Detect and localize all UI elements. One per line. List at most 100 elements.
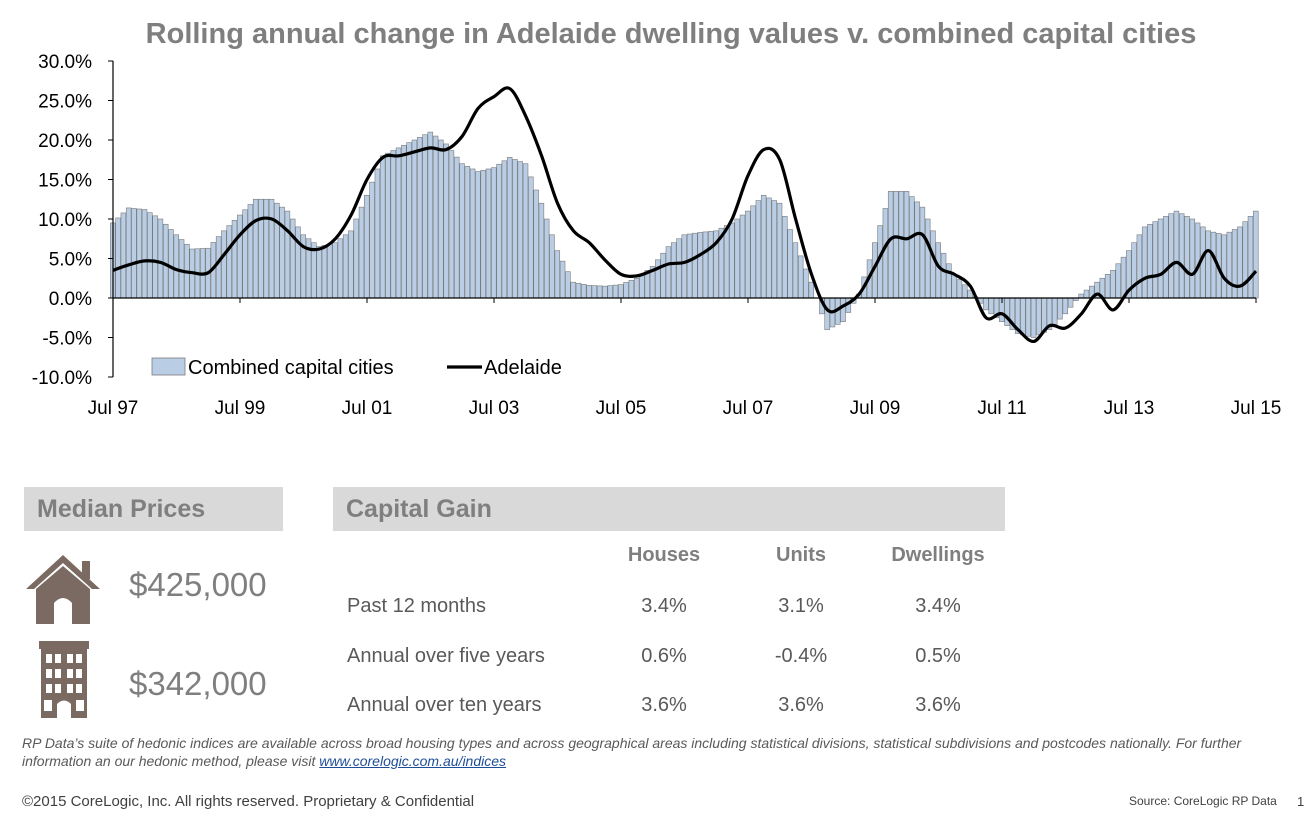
bar <box>364 195 370 299</box>
bar <box>401 144 407 299</box>
y-tick-label: -10.0% <box>32 368 92 389</box>
bar <box>221 230 227 299</box>
indices-link[interactable]: www.corelogic.com.au/indices <box>319 753 507 769</box>
bar <box>893 191 899 299</box>
bar <box>543 218 550 299</box>
bar <box>1104 273 1111 299</box>
column-header-units: Units <box>776 544 826 566</box>
bar <box>596 285 603 299</box>
bar <box>157 218 164 299</box>
bar <box>480 169 486 299</box>
chart-axes <box>108 60 1257 378</box>
bar <box>395 147 402 299</box>
bar <box>808 281 815 299</box>
hedonic-note-text: RP Data’s suite of hedonic indices are a… <box>22 735 1242 769</box>
bar <box>919 206 926 299</box>
bar <box>353 218 359 299</box>
bar <box>237 214 243 299</box>
page-number: 1 <box>1297 794 1305 809</box>
bar <box>887 191 894 299</box>
bar <box>358 206 365 299</box>
bar <box>559 260 566 299</box>
bar <box>141 209 148 299</box>
bar <box>1226 231 1233 299</box>
bar <box>274 202 280 299</box>
bar <box>570 281 576 299</box>
bar <box>1131 242 1137 299</box>
bar <box>1057 297 1063 320</box>
bar <box>676 238 682 299</box>
x-tick-label: Jul 11 <box>977 398 1026 419</box>
x-tick-label: Jul 97 <box>88 398 139 419</box>
chart-title: Rolling annual change in Adelaide dwelli… <box>145 18 1197 50</box>
bar <box>708 231 714 299</box>
bar <box>797 255 804 299</box>
median-prices-header: Median Prices <box>24 487 283 531</box>
bar <box>289 218 296 299</box>
bar <box>988 297 994 315</box>
bar <box>147 212 153 299</box>
bar <box>723 225 730 299</box>
bar <box>591 285 598 299</box>
bar <box>618 284 624 299</box>
bar <box>152 215 158 299</box>
bar <box>1136 234 1143 299</box>
bar <box>745 210 751 299</box>
bar <box>639 273 645 299</box>
bar <box>739 214 746 299</box>
cell-dwellings-10y: 3.6% <box>915 694 961 716</box>
bar <box>252 198 259 299</box>
column-header-dwellings: Dwellings <box>891 544 985 566</box>
apartment-building-icon <box>39 641 89 718</box>
bar <box>1051 297 1058 325</box>
bar <box>1189 218 1196 299</box>
bar <box>697 232 703 299</box>
cell-houses-12m: 3.4% <box>641 595 687 617</box>
bar <box>369 181 375 299</box>
bar <box>448 150 455 299</box>
y-tick-label: -5.0% <box>42 329 92 350</box>
bar <box>771 200 777 299</box>
bar <box>136 208 142 299</box>
bar <box>454 156 460 299</box>
bar <box>501 160 508 299</box>
bar <box>379 155 386 299</box>
x-tick-label: Jul 03 <box>469 398 520 419</box>
bar <box>427 131 434 299</box>
bar <box>946 263 952 299</box>
legend-label-adelaide: Adelaide <box>484 357 562 379</box>
bar <box>168 229 174 299</box>
bar <box>1221 234 1227 299</box>
bar <box>178 239 185 299</box>
bar <box>432 135 439 299</box>
bar <box>131 208 137 299</box>
capital-gain-header: Capital Gain <box>333 487 1005 531</box>
bar <box>734 218 740 299</box>
bar <box>729 222 735 299</box>
bar <box>215 236 222 299</box>
bar <box>1168 213 1174 299</box>
x-tick-label: Jul 09 <box>850 398 901 419</box>
bar <box>702 231 709 299</box>
bar <box>348 230 354 299</box>
cell-units-12m: 3.1% <box>778 595 824 617</box>
bar <box>924 218 931 299</box>
bar <box>792 242 799 299</box>
y-tick-label: 15.0% <box>38 171 92 192</box>
y-tick-label: 5.0% <box>49 250 92 271</box>
house-icon <box>26 555 100 624</box>
bar <box>1242 221 1248 299</box>
bar <box>1110 270 1116 299</box>
bar <box>909 196 915 299</box>
bar <box>1030 297 1037 338</box>
y-tick-label: 0.0% <box>49 289 92 310</box>
bar <box>1173 210 1180 299</box>
bar <box>342 234 349 299</box>
bar <box>162 223 169 299</box>
bar <box>1147 223 1153 299</box>
x-tick-label: Jul 15 <box>1231 398 1282 419</box>
bar <box>517 161 523 299</box>
bar <box>1205 230 1211 299</box>
bar <box>766 197 772 299</box>
cell-dwellings-12m: 3.4% <box>915 595 961 617</box>
